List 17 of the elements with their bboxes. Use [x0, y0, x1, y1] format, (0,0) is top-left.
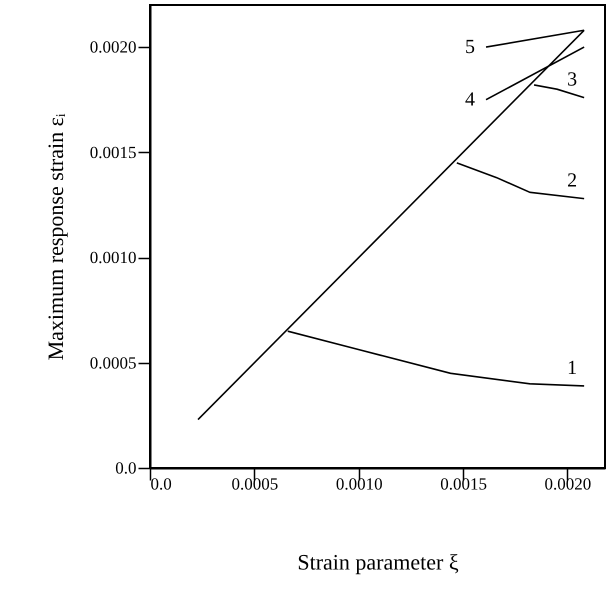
y-tick-label: 0.0005: [90, 353, 136, 372]
series-label: 2: [567, 170, 578, 192]
x-tick-label: 0.0005: [231, 474, 278, 494]
y-tick-label: 0.0: [115, 458, 136, 478]
series-label: 1: [567, 356, 578, 379]
series-label: 3: [567, 68, 578, 91]
x-tick-label: 0.0010: [336, 474, 383, 494]
series-label: 4: [465, 88, 476, 111]
series-label: 5: [465, 36, 476, 58]
x-tick-label: 0.0020: [544, 474, 592, 494]
y-tick-label: 0.0015: [90, 142, 136, 162]
x-tick-label: 0.0: [150, 474, 172, 494]
x-axis-title: Strain parameter ξ: [297, 550, 459, 574]
y-tick-label: 0.0020: [90, 38, 136, 57]
y-tick-label: 0.0010: [90, 248, 136, 268]
y-axis-title: Maximum response strain εᵢ: [42, 113, 68, 360]
x-tick-label: 0.0015: [440, 474, 487, 494]
